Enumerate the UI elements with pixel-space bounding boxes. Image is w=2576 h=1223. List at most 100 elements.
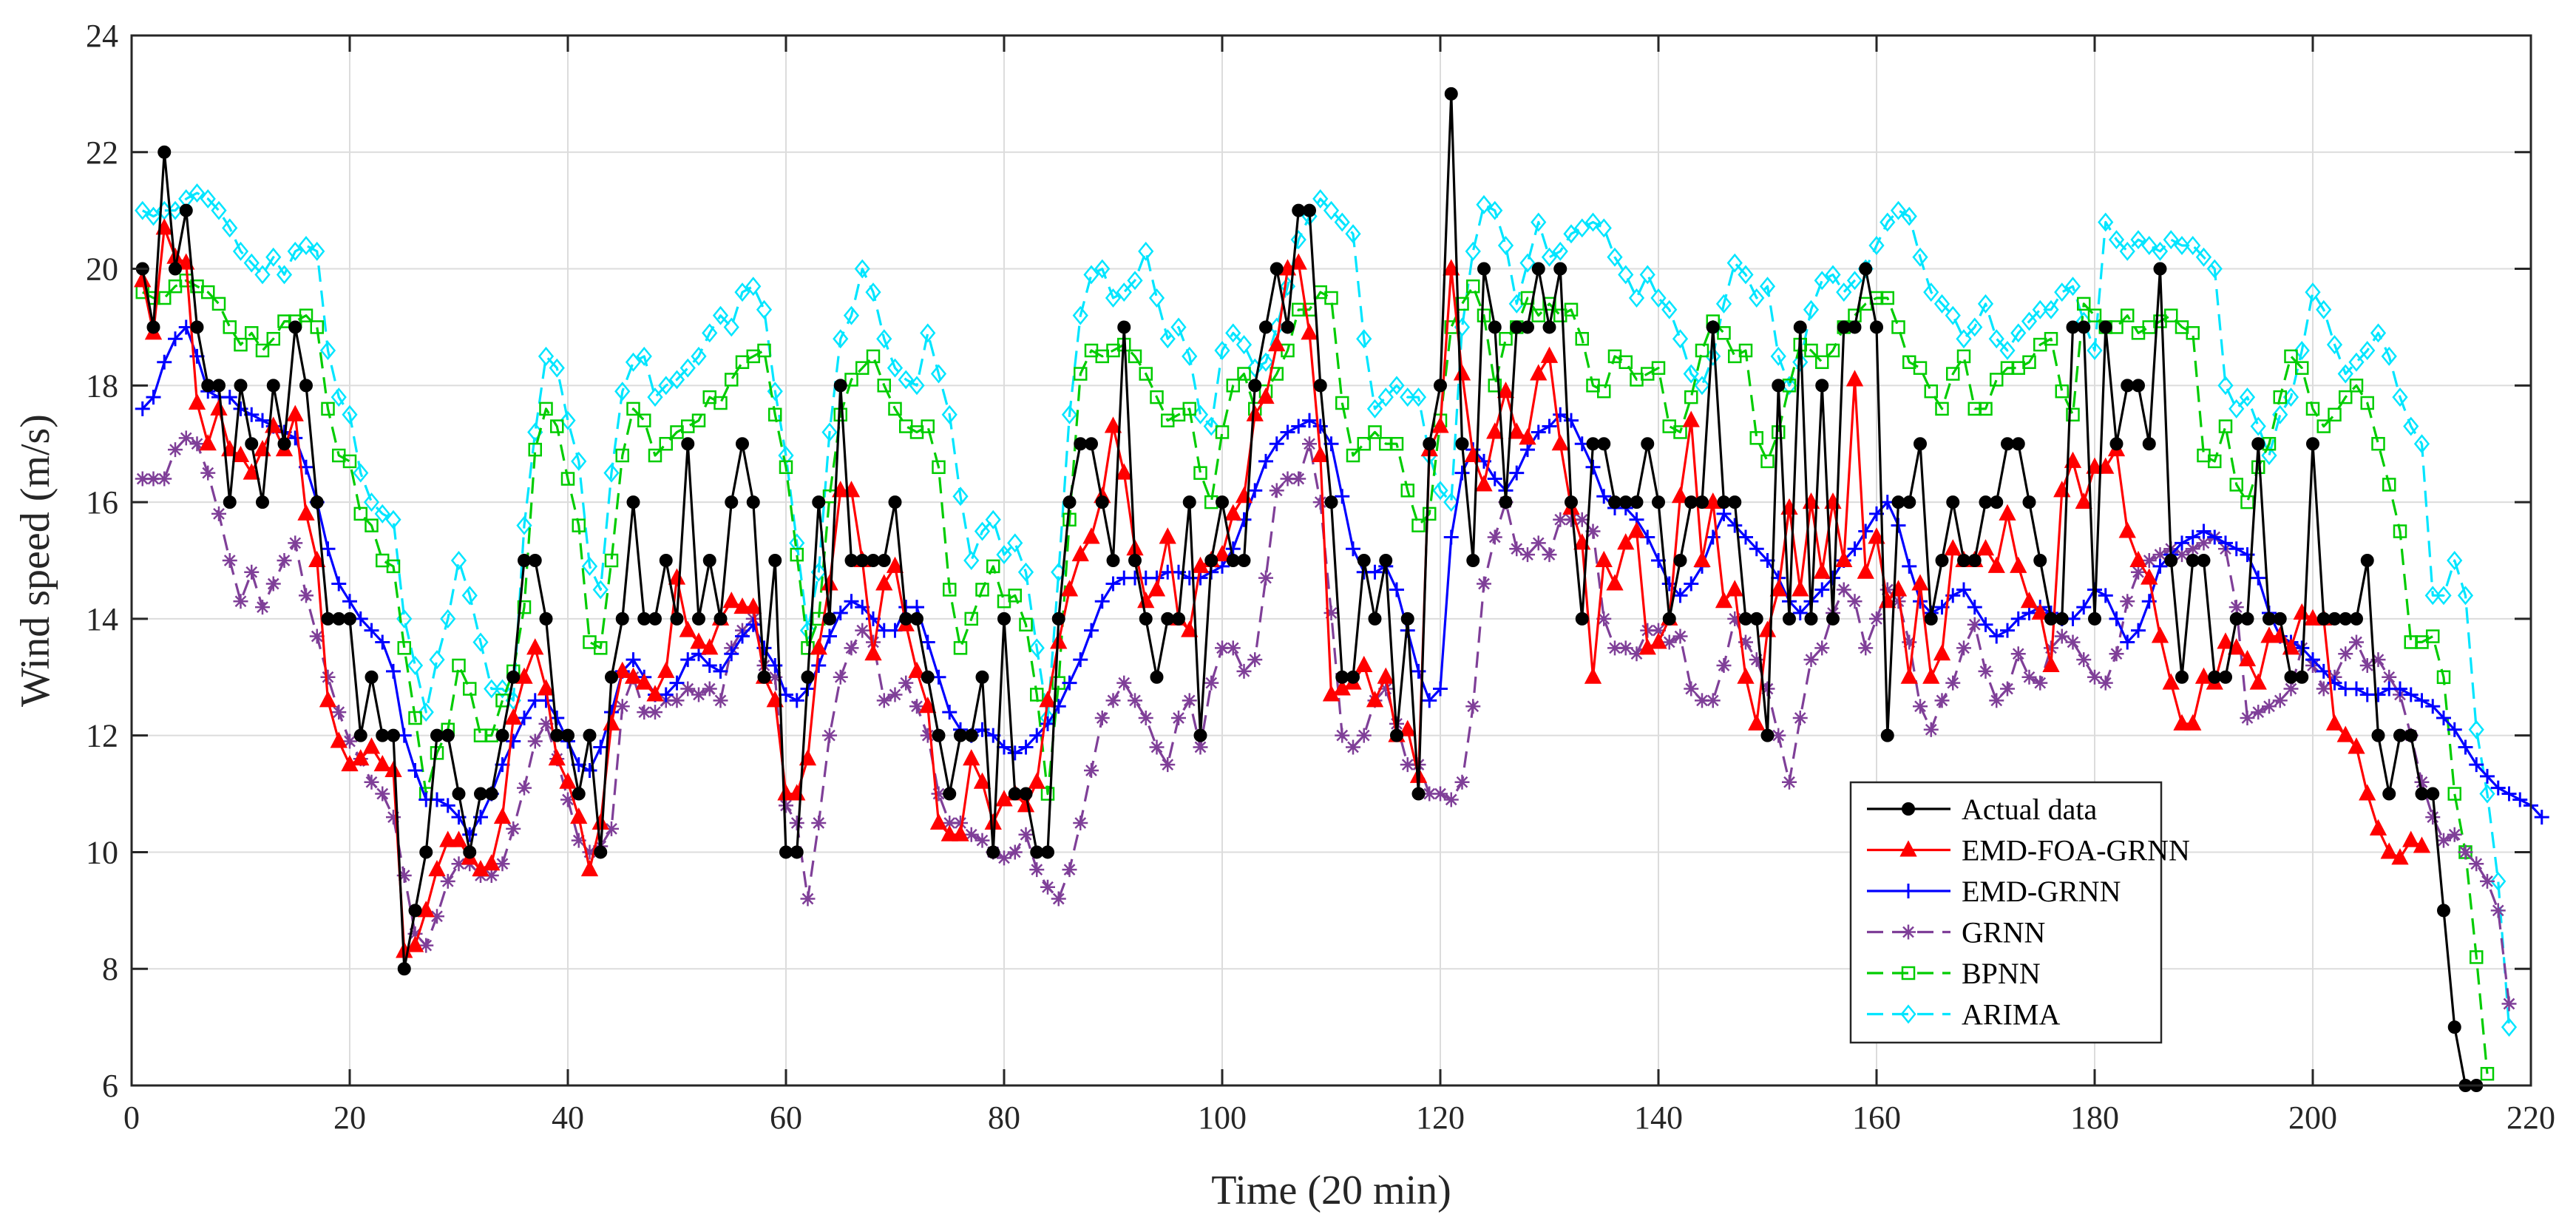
data-point-emd-foa-grnn [1486, 422, 1504, 439]
data-point-bpnn [1575, 331, 1589, 346]
data-point-actual-data [725, 495, 739, 509]
data-point-grnn [1160, 757, 1176, 773]
data-point-emd-grnn [626, 652, 641, 668]
data-point-emd-grnn [1422, 693, 1437, 708]
data-point-bpnn [463, 682, 477, 696]
data-point-actual-data [2437, 904, 2450, 918]
data-point-bpnn [299, 308, 313, 322]
data-point-emd-grnn [407, 763, 423, 778]
data-point-bpnn [1128, 349, 1142, 364]
data-point-arima [363, 492, 380, 512]
data-point-actual-data [823, 612, 836, 626]
data-point-emd-grnn [811, 658, 827, 673]
legend-marker-arima [1900, 1004, 1916, 1024]
data-point-actual-data [2011, 437, 2025, 451]
data-point-actual-data [1565, 495, 1578, 509]
data-point-grnn [614, 699, 630, 714]
data-point-emd-foa-grnn [929, 813, 948, 830]
data-point-actual-data [2229, 612, 2243, 626]
data-point-grnn [1836, 582, 1851, 597]
data-point-actual-data [888, 495, 902, 509]
data-point-actual-data [768, 554, 782, 567]
data-point-emd-foa-grnn [1748, 714, 1766, 731]
data-point-arima [2457, 586, 2474, 606]
data-point-emd-grnn [146, 390, 161, 405]
data-point-emd-foa-grnn [2020, 592, 2038, 609]
data-point-arima [211, 200, 227, 220]
data-point-emd-grnn [288, 430, 303, 446]
data-point-emd-foa-grnn [1551, 434, 1569, 451]
data-point-grnn [571, 833, 586, 848]
data-point-actual-data [1139, 612, 1153, 626]
data-point-emd-foa-grnn [1627, 521, 1646, 538]
data-point-arima [1290, 230, 1306, 250]
data-point-emd-foa-grnn [624, 667, 643, 684]
data-point-grnn [2141, 553, 2157, 568]
data-point-grnn [1640, 623, 1655, 638]
data-point-actual-data [1749, 612, 1763, 626]
data-point-grnn [1858, 640, 1874, 656]
data-point-arima [745, 277, 762, 297]
data-point-grnn [2359, 658, 2375, 673]
data-point-arima [1432, 481, 1448, 501]
data-point-bpnn [1815, 355, 1829, 370]
data-point-arima [974, 521, 991, 541]
data-point-emd-grnn [1454, 465, 1470, 481]
data-point-emd-grnn [1792, 606, 1808, 620]
data-point-grnn [2480, 873, 2495, 889]
data-point-actual-data [1128, 554, 1142, 567]
data-point-actual-data [299, 379, 313, 393]
data-point-arima [407, 656, 424, 675]
data-point-emd-foa-grnn [308, 550, 326, 567]
data-point-actual-data [1793, 320, 1807, 334]
data-point-grnn [1978, 663, 1993, 679]
data-point-arima [985, 509, 1001, 529]
data-point-grnn [2065, 634, 2081, 650]
data-point-grnn [1945, 675, 1961, 691]
data-point-actual-data [2121, 379, 2135, 393]
data-point-arima [265, 247, 282, 267]
data-point-bpnn [1074, 367, 1088, 381]
data-point-actual-data [539, 612, 553, 626]
data-point-actual-data [1400, 612, 1414, 626]
data-point-grnn [527, 734, 543, 749]
data-point-emd-grnn [1029, 728, 1045, 743]
data-point-bpnn [1684, 390, 1698, 404]
data-point-grnn [265, 576, 281, 592]
legend-marker-bpnn [1901, 966, 1916, 980]
data-point-emd-foa-grnn [1540, 346, 1559, 363]
data-point-arima [2141, 236, 2158, 255]
data-point-arima [1541, 247, 1558, 267]
data-point-actual-data [321, 612, 335, 626]
data-point-arima [1781, 376, 1797, 396]
data-point-emd-foa-grnn [2249, 673, 2267, 690]
data-point-actual-data [964, 728, 978, 742]
data-point-grnn [2021, 669, 2037, 685]
data-point-bpnn [1400, 484, 1414, 498]
legend-item-grnn: GRNN [1867, 916, 2045, 949]
data-point-emd-grnn [2021, 606, 2037, 620]
data-point-arima [2436, 586, 2452, 606]
data-point-emd-grnn [2534, 810, 2549, 825]
data-point-actual-data [256, 495, 269, 509]
data-point-actual-data [528, 554, 542, 567]
data-point-actual-data [2240, 612, 2254, 626]
data-point-actual-data [1095, 495, 1109, 509]
data-point-emd-grnn [331, 576, 347, 592]
data-point-grnn [2349, 634, 2364, 650]
data-point-arima [342, 404, 358, 424]
data-point-emd-grnn [2469, 757, 2484, 773]
data-point-emd-grnn [1335, 489, 1350, 504]
data-point-emd-foa-grnn [537, 679, 555, 696]
data-point-grnn [2370, 652, 2386, 668]
data-point-actual-data [2350, 612, 2363, 626]
data-point-arima [2413, 434, 2430, 454]
data-point-emd-foa-grnn [580, 859, 599, 877]
data-point-bpnn [757, 343, 771, 358]
data-point-emd-grnn [1727, 518, 1743, 533]
data-point-emd-foa-grnn [1693, 550, 1711, 567]
data-point-grnn [1891, 594, 1906, 609]
data-point-emd-grnn [2414, 693, 2430, 708]
x-tick-label: 140 [1634, 1100, 1683, 1136]
data-point-actual-data [681, 437, 695, 451]
